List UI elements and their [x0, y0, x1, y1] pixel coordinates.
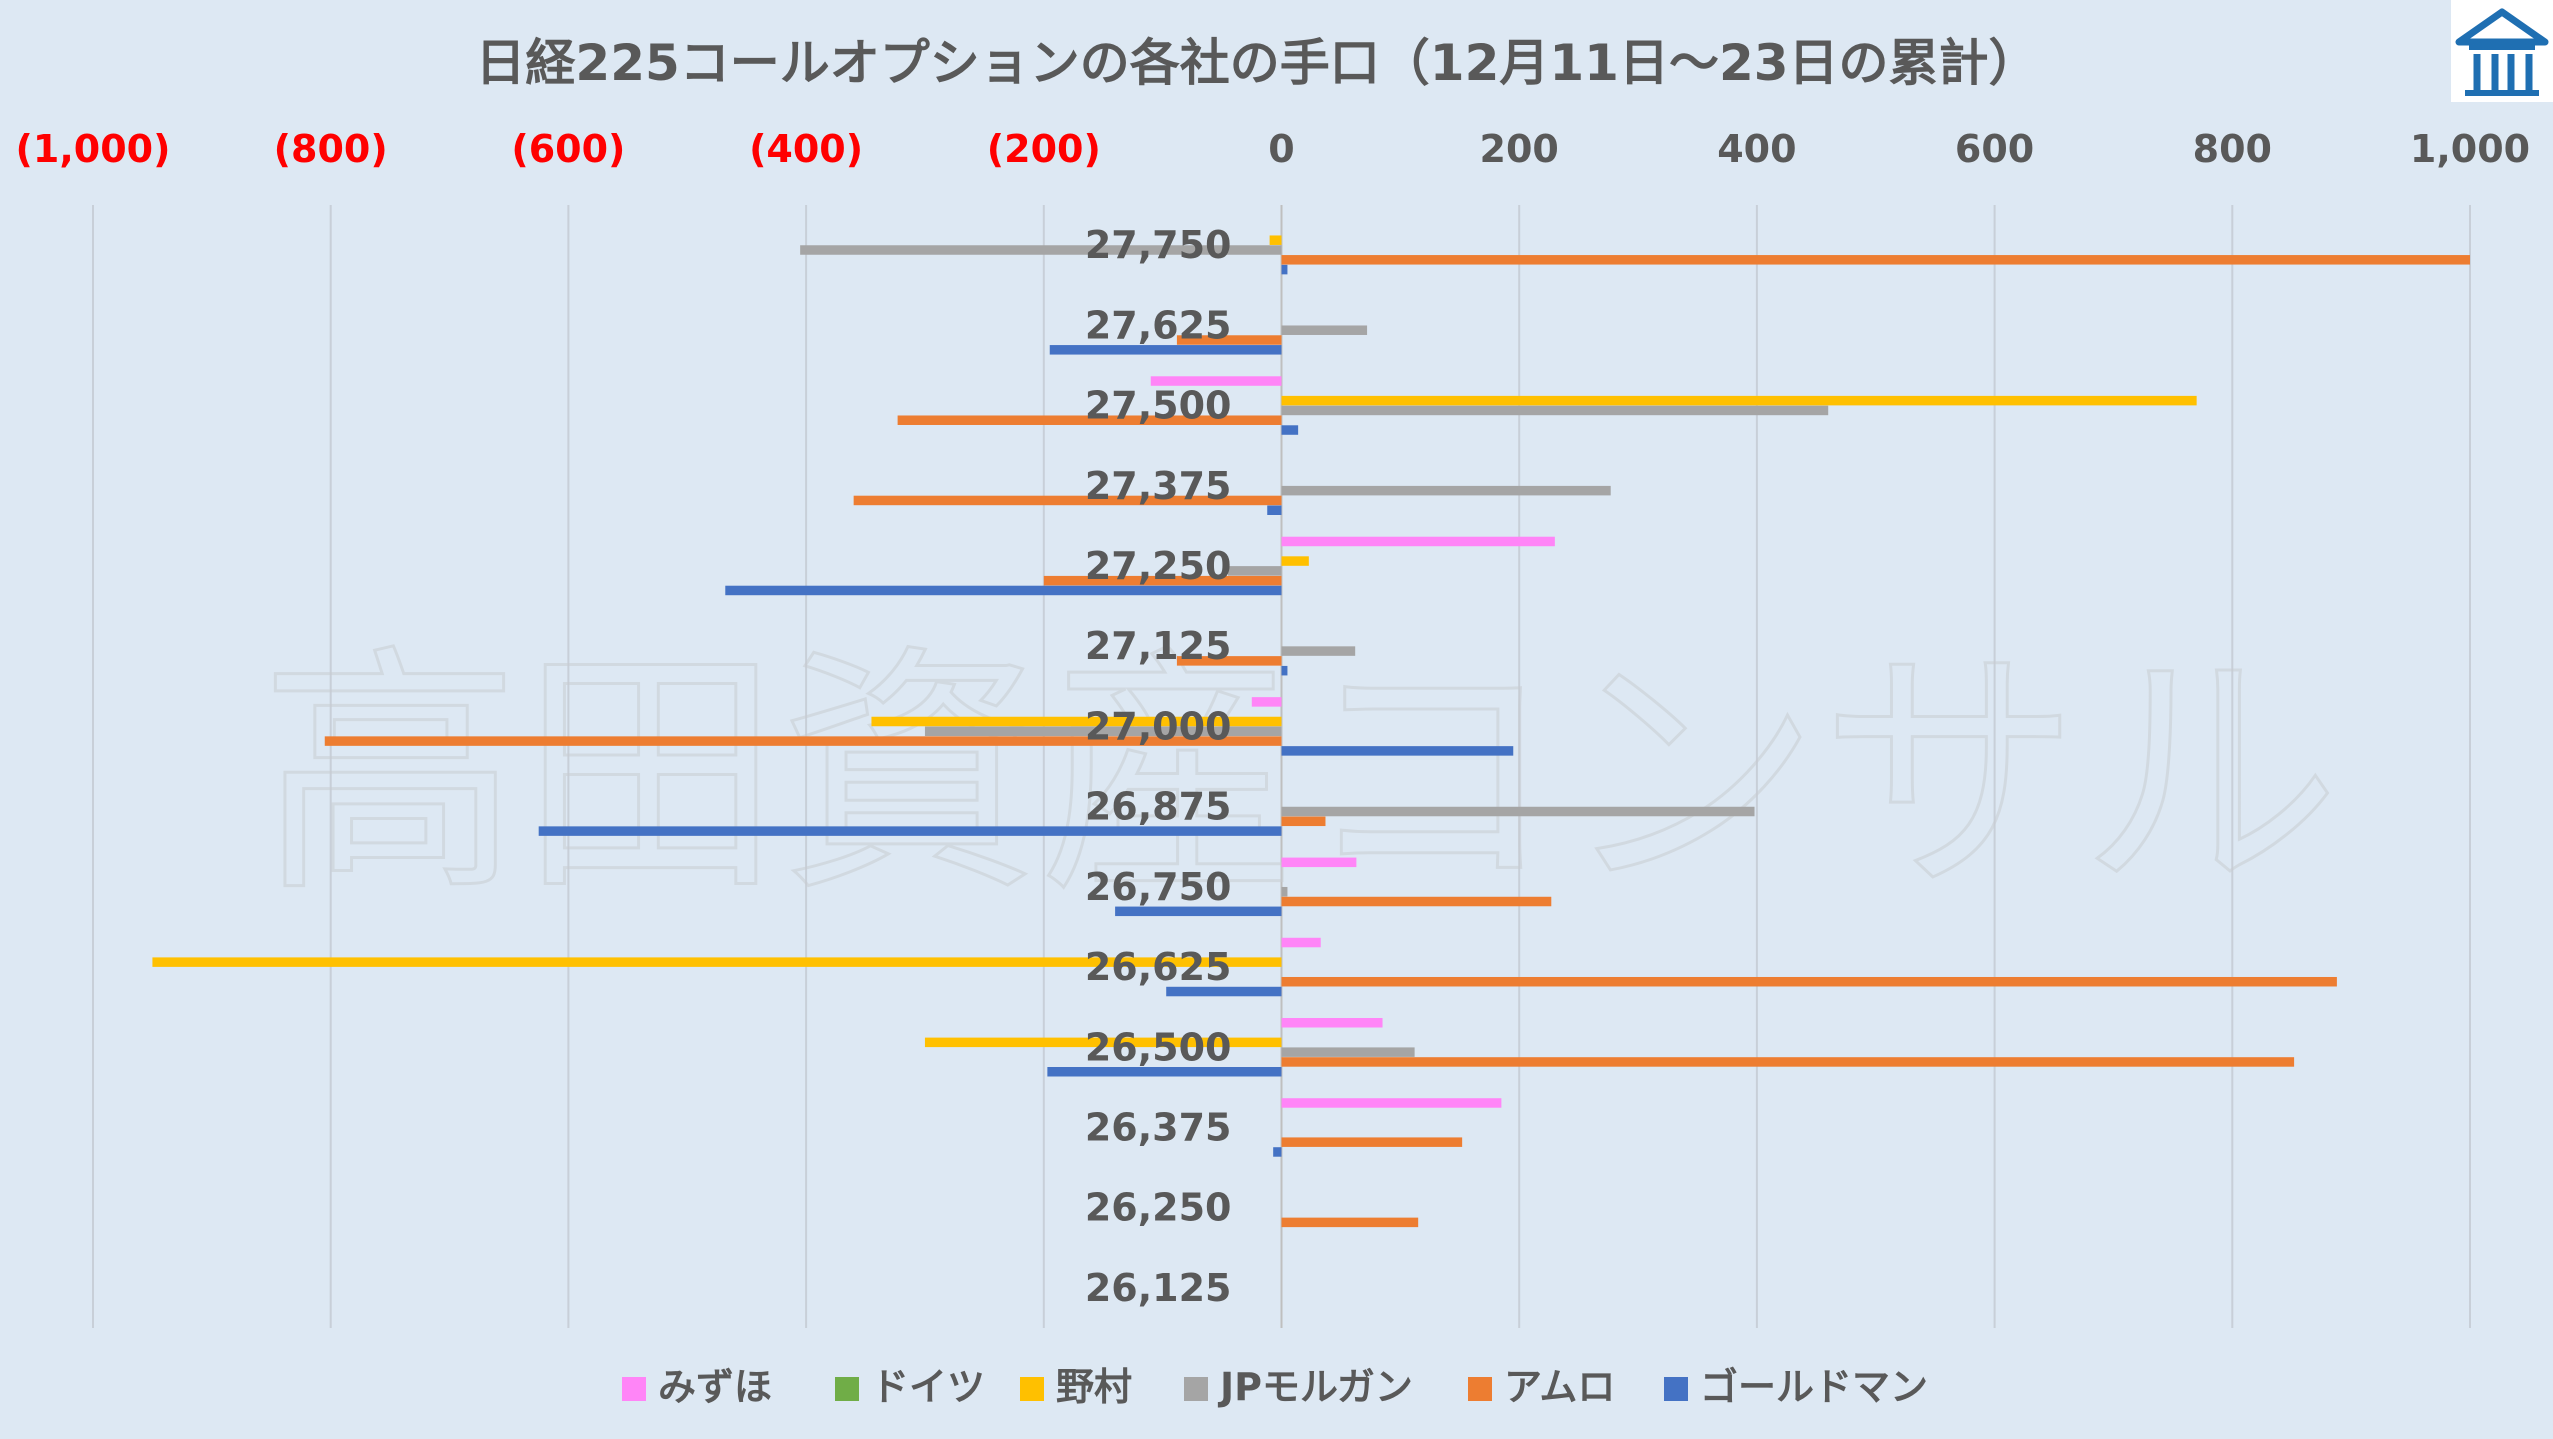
category-label: 27,250	[1085, 544, 1232, 588]
bar	[1043, 575, 1282, 586]
x-tick-label: (600)	[511, 127, 625, 171]
bar	[1251, 697, 1282, 707]
bar	[152, 957, 1282, 967]
bar	[1281, 425, 1299, 435]
bar	[853, 495, 1282, 506]
bar	[1176, 656, 1282, 666]
legend-label: アムロ	[1504, 1365, 1615, 1409]
bar	[1281, 325, 1368, 335]
category-label: 26,625	[1085, 945, 1232, 989]
x-tick-label: (200)	[987, 127, 1101, 171]
bar	[1047, 1067, 1282, 1077]
bar	[1281, 976, 2337, 987]
bar	[1281, 937, 1321, 948]
bar	[871, 716, 1282, 727]
legend-label: 野村	[1056, 1365, 1132, 1409]
category-label: 27,500	[1085, 384, 1232, 428]
x-tick-label: 200	[1480, 127, 1559, 171]
bar	[1281, 405, 1829, 416]
legend-swatch	[1184, 1377, 1208, 1401]
category-label: 26,250	[1085, 1186, 1232, 1230]
bar	[1115, 906, 1282, 917]
bar	[725, 585, 1282, 596]
x-tick-labels: (1,000) (800) (600) (400) (200) 0 200 400 600 800…	[16, 127, 2531, 171]
legend-label: ドイツ	[871, 1365, 985, 1409]
bar	[1281, 646, 1356, 656]
bar	[324, 736, 1282, 746]
bars	[152, 235, 2470, 1228]
category-label: 26,875	[1085, 785, 1232, 829]
bar	[1281, 556, 1309, 566]
house-logo-icon	[2451, 0, 2553, 102]
category-label: 26,500	[1085, 1025, 1232, 1069]
legend: みずほ ドイツ 野村 JPモルガン アムロ ゴールドマン	[622, 1365, 1928, 1409]
bar	[1281, 1057, 2295, 1067]
bar	[1281, 886, 1288, 897]
category-label: 26,375	[1085, 1105, 1232, 1149]
category-label: 27,750	[1085, 223, 1232, 267]
bar	[1273, 1147, 1282, 1157]
legend-label: JPモルガン	[1217, 1365, 1413, 1409]
bar	[1269, 235, 1282, 245]
bar	[1281, 665, 1288, 676]
x-tick-label: 400	[1717, 127, 1796, 171]
bar	[1166, 986, 1282, 997]
x-tick-label: (800)	[274, 127, 388, 171]
legend-swatch	[835, 1377, 859, 1401]
bar	[924, 1037, 1282, 1048]
bar	[1281, 806, 1755, 817]
legend-swatch	[622, 1377, 646, 1401]
watermark-text: 高田資産コンサル	[260, 625, 2340, 927]
legend-swatch	[1664, 1377, 1688, 1401]
bar	[1228, 566, 1282, 576]
bar	[1281, 1137, 1463, 1147]
bar	[897, 415, 1282, 425]
x-tick-label: 0	[1268, 127, 1294, 171]
bar	[1281, 1047, 1415, 1057]
bar	[1281, 264, 1288, 275]
bar	[1281, 1098, 1502, 1108]
x-tick-label: 1,000	[2410, 127, 2530, 171]
bar	[1150, 376, 1282, 386]
category-label: 27,000	[1085, 704, 1232, 748]
bar	[1281, 395, 2197, 406]
bar	[1281, 485, 1611, 496]
legend-swatch	[1020, 1377, 1044, 1401]
category-label: 27,375	[1085, 464, 1232, 508]
category-labels: 27,750 27,625 27,500 27,375 27,250 27,125 27,0…	[1085, 223, 1232, 1310]
bar	[538, 826, 1282, 836]
bar	[800, 245, 1282, 255]
bar	[1281, 536, 1555, 547]
category-label: 27,125	[1085, 624, 1232, 668]
bar	[1281, 255, 2470, 265]
chart-title: 日経225コールオプションの各社の手口（12月11日〜23日の累計）	[475, 34, 2038, 92]
x-tick-label: 800	[2193, 127, 2272, 171]
bar	[1267, 505, 1282, 515]
bar	[1176, 335, 1282, 345]
bar	[1281, 746, 1514, 756]
gridlines	[92, 205, 2471, 1328]
bar	[1281, 816, 1326, 827]
category-label: 27,625	[1085, 303, 1232, 347]
category-label: 26,125	[1085, 1266, 1232, 1310]
bar	[1281, 896, 1552, 907]
bar	[1281, 1018, 1383, 1028]
category-label: 26,750	[1085, 865, 1232, 909]
legend-swatch	[1468, 1377, 1492, 1401]
bar	[1049, 345, 1282, 355]
x-tick-label: 600	[1955, 127, 2034, 171]
bar	[1281, 1217, 1419, 1228]
x-tick-label: (400)	[749, 127, 863, 171]
legend-label: みずほ	[658, 1365, 772, 1409]
legend-label: ゴールドマン	[1700, 1365, 1928, 1409]
x-tick-label: (1,000)	[16, 127, 171, 171]
bar	[924, 726, 1282, 737]
bar	[1281, 857, 1357, 868]
